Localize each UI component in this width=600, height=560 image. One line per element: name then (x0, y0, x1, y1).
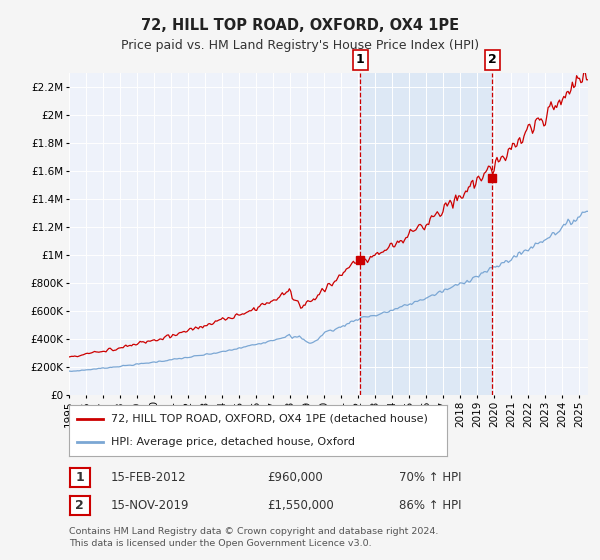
Text: 70% ↑ HPI: 70% ↑ HPI (399, 470, 461, 484)
Text: 2: 2 (76, 498, 84, 512)
Text: 15-FEB-2012: 15-FEB-2012 (111, 470, 187, 484)
Text: 2: 2 (488, 53, 497, 67)
Text: 1: 1 (356, 53, 365, 67)
Text: 72, HILL TOP ROAD, OXFORD, OX4 1PE: 72, HILL TOP ROAD, OXFORD, OX4 1PE (141, 18, 459, 32)
Text: 86% ↑ HPI: 86% ↑ HPI (399, 498, 461, 512)
Text: £1,550,000: £1,550,000 (267, 498, 334, 512)
Text: 72, HILL TOP ROAD, OXFORD, OX4 1PE (detached house): 72, HILL TOP ROAD, OXFORD, OX4 1PE (deta… (110, 414, 427, 424)
Text: HPI: Average price, detached house, Oxford: HPI: Average price, detached house, Oxfo… (110, 437, 355, 447)
Text: 1: 1 (76, 470, 84, 484)
Text: 15-NOV-2019: 15-NOV-2019 (111, 498, 190, 512)
Text: £960,000: £960,000 (267, 470, 323, 484)
Text: Contains HM Land Registry data © Crown copyright and database right 2024.
This d: Contains HM Land Registry data © Crown c… (69, 527, 439, 548)
Text: Price paid vs. HM Land Registry's House Price Index (HPI): Price paid vs. HM Land Registry's House … (121, 39, 479, 53)
Bar (361, 73, 493, 395)
